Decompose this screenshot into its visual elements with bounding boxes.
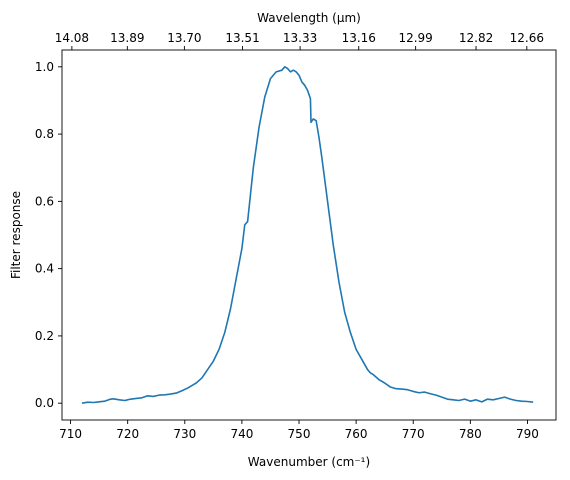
plot-area bbox=[61, 49, 557, 421]
filter-response-line bbox=[81, 66, 534, 404]
top-tick-label: 13.51 bbox=[225, 31, 259, 45]
top-tick-label: 13.70 bbox=[167, 31, 201, 45]
x-tick-label: 730 bbox=[173, 427, 196, 441]
top-tick-label: 12.82 bbox=[459, 31, 493, 45]
top-axis-title: Wavelength (μm) bbox=[257, 11, 361, 25]
x-tick-label: 770 bbox=[402, 427, 425, 441]
y-axis: 0.0 0.2 0.4 0.6 0.8 1.0 bbox=[35, 60, 62, 410]
x-tick-label: 720 bbox=[116, 427, 139, 441]
x-tick-label: 750 bbox=[288, 427, 311, 441]
x-tick-label: 740 bbox=[230, 427, 253, 441]
y-tick-label: 1.0 bbox=[35, 60, 54, 74]
x-axis-bottom: 710 720 730 740 750 760 770 780 790 bbox=[59, 420, 539, 441]
x-tick-label: 760 bbox=[345, 427, 368, 441]
top-tick-label: 13.33 bbox=[283, 31, 317, 45]
y-tick-label: 0.8 bbox=[35, 127, 54, 141]
top-tick-label: 13.16 bbox=[342, 31, 376, 45]
y-tick-label: 0.0 bbox=[35, 396, 54, 410]
top-tick-label: 14.08 bbox=[55, 31, 89, 45]
top-tick-label: 12.99 bbox=[398, 31, 432, 45]
top-tick-label: 12.66 bbox=[510, 31, 544, 45]
x-tick-label: 710 bbox=[59, 427, 82, 441]
y-axis-title: Filter response bbox=[9, 191, 23, 279]
top-tick-label: 13.89 bbox=[110, 31, 144, 45]
x-axis-title: Wavenumber (cm⁻¹) bbox=[248, 455, 370, 469]
x-axis-top: 14.08 13.89 13.70 13.51 13.33 13.16 12.99 12.82… bbox=[55, 31, 544, 50]
y-tick-label: 0.4 bbox=[35, 262, 54, 276]
x-tick-label: 790 bbox=[516, 427, 539, 441]
plot-frame bbox=[61, 49, 557, 421]
x-tick-label: 780 bbox=[459, 427, 482, 441]
y-tick-label: 0.2 bbox=[35, 329, 54, 343]
y-tick-label: 0.6 bbox=[35, 194, 54, 208]
